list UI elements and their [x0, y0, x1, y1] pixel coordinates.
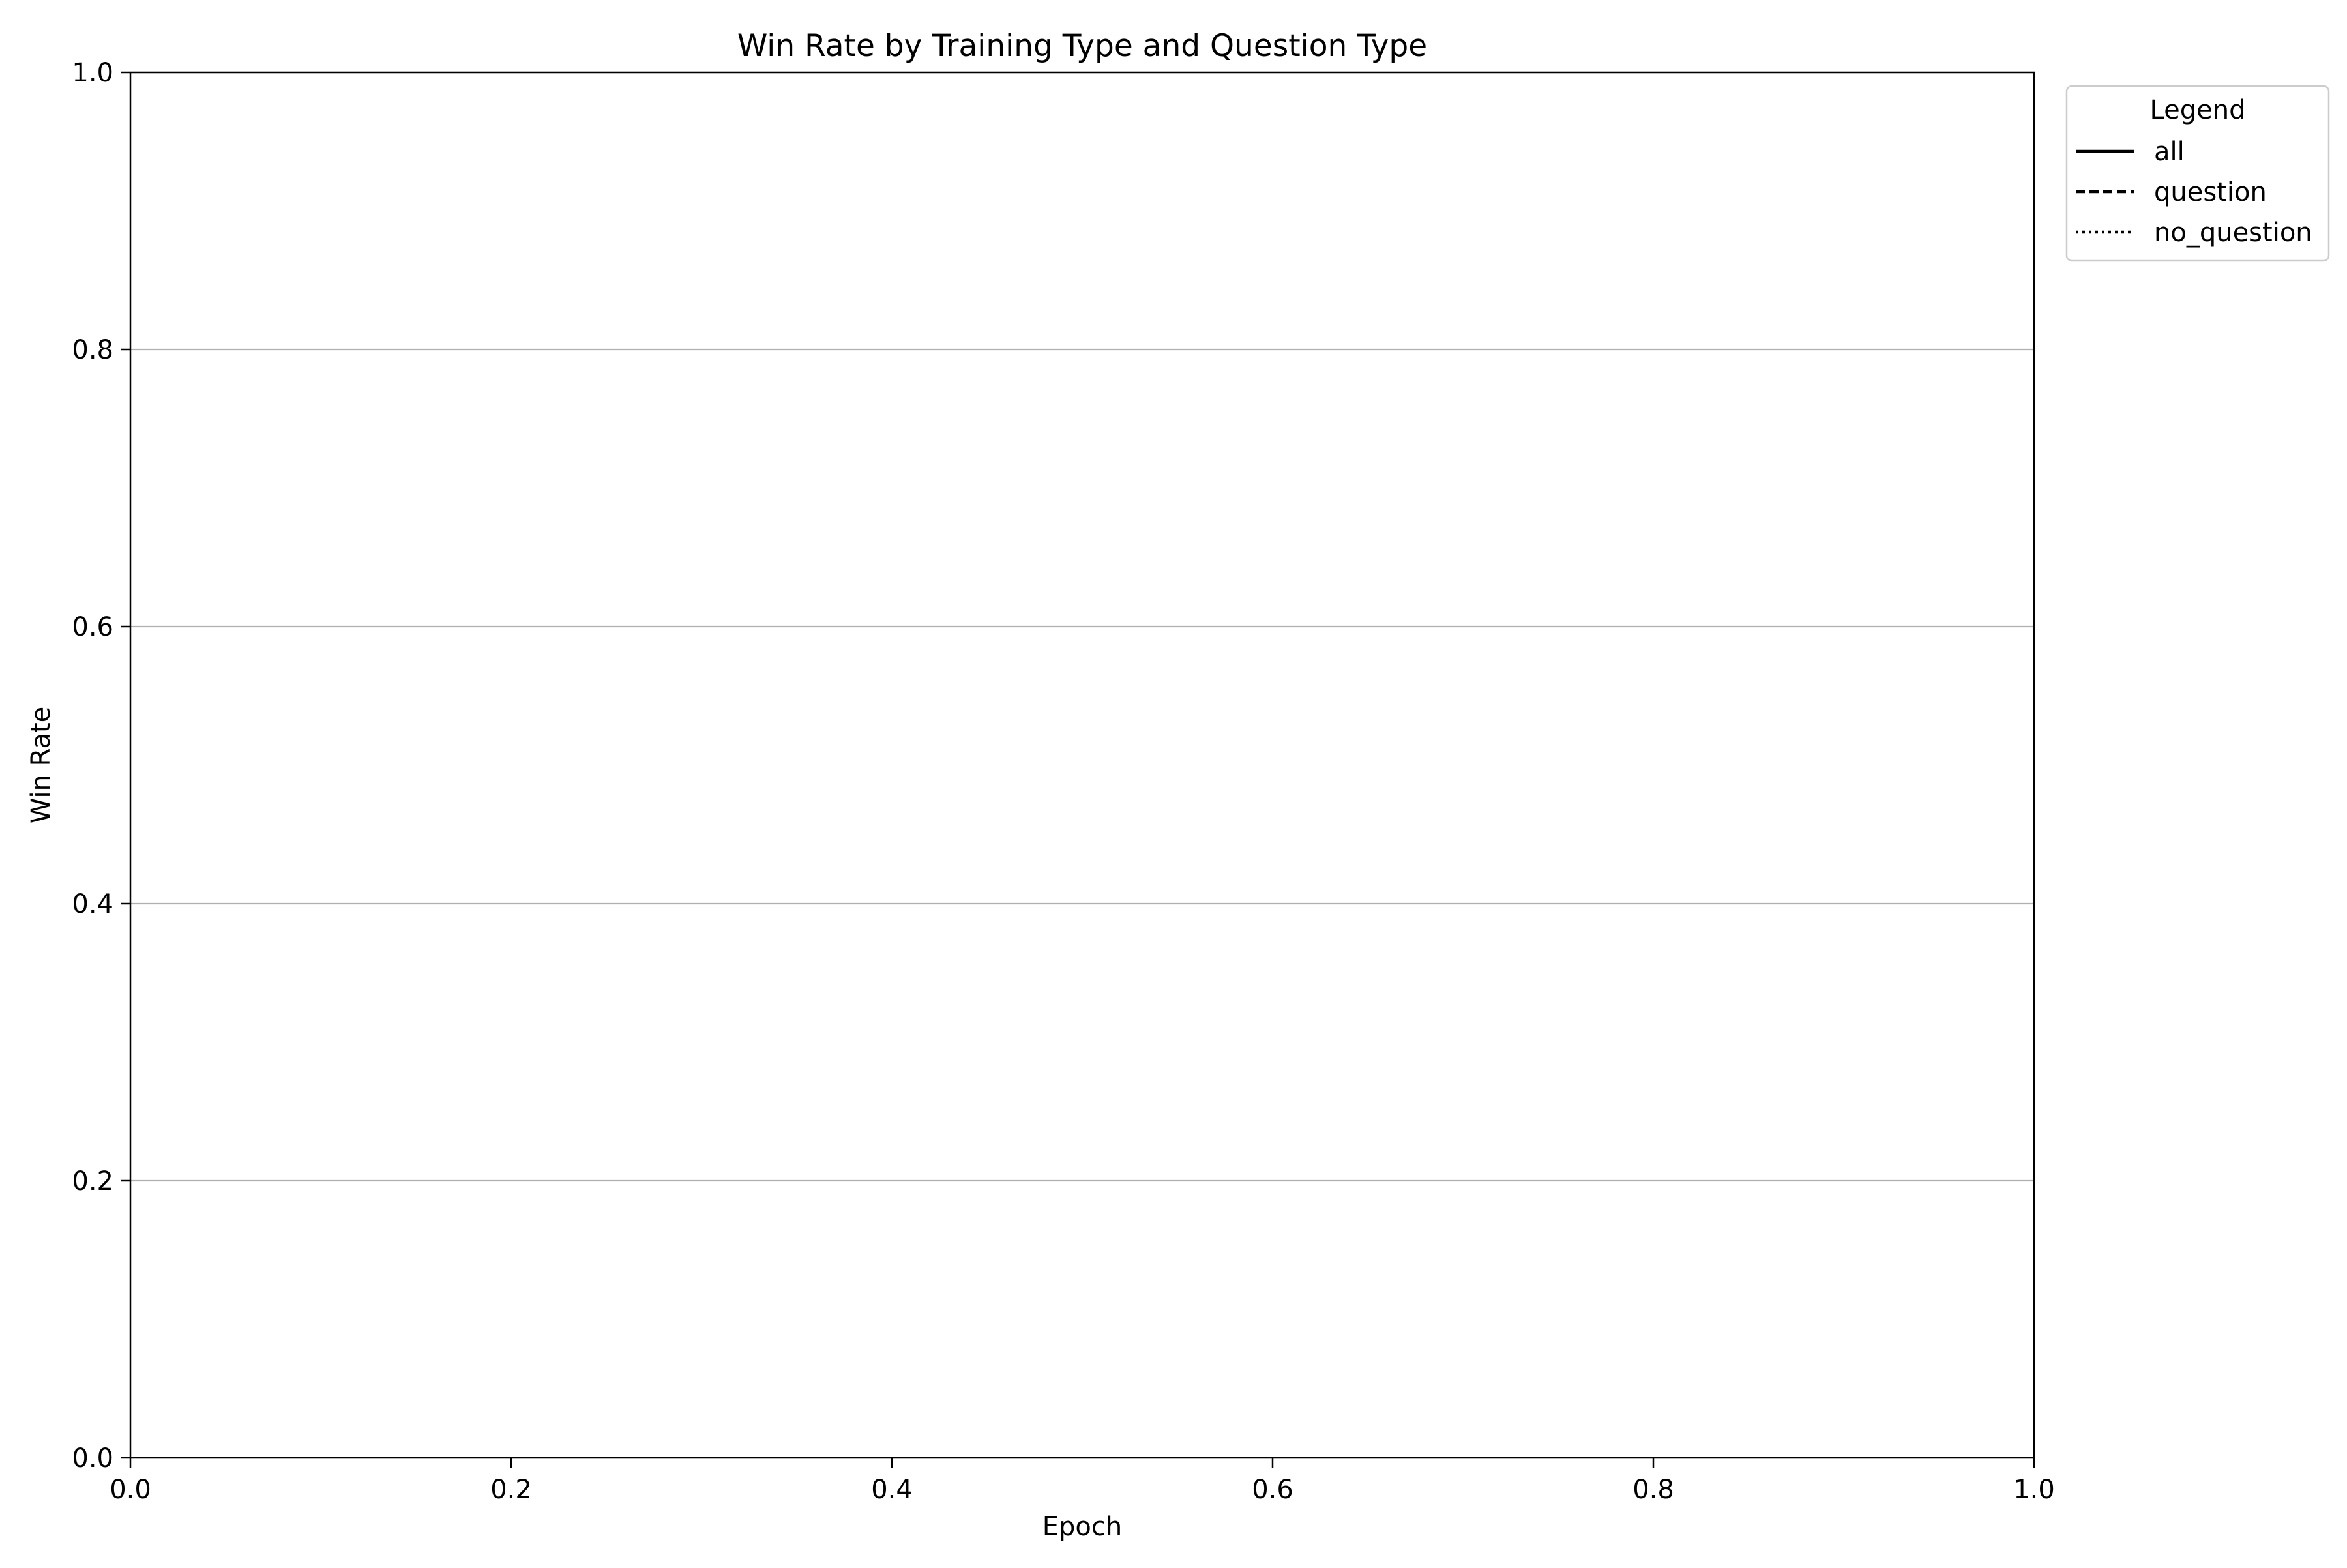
legend-title: Legend	[2150, 95, 2246, 125]
chart-title: Win Rate by Training Type and Question T…	[737, 28, 1427, 64]
x-tick-label-0: 0.0	[110, 1475, 151, 1505]
legend-label-no_question: no_question	[2154, 218, 2312, 248]
y-axis-label: Win Rate	[26, 707, 56, 824]
y-tick-label-5: 1.0	[72, 58, 113, 88]
y-tick-label-4: 0.8	[72, 335, 113, 365]
x-tick-label-4: 0.8	[1632, 1475, 1674, 1505]
x-tick-label-5: 1.0	[2013, 1475, 2055, 1505]
plot-area-frame	[129, 71, 2035, 1459]
x-tick-label-1: 0.2	[490, 1475, 532, 1505]
y-axis-ticks: 0.0 0.2 0.4 0.6 0.8 1.0	[72, 58, 130, 1473]
legend-entries: all question no_question	[2076, 137, 2312, 248]
x-tick-label-3: 0.6	[1252, 1475, 1293, 1505]
y-tick-label-1: 0.2	[72, 1166, 113, 1196]
x-axis-ticks: 0.0 0.2 0.4 0.6 0.8 1.0	[110, 1458, 2055, 1505]
x-tick-label-2: 0.4	[871, 1475, 913, 1505]
y-tick-label-3: 0.6	[72, 612, 113, 642]
legend: Legend all question no_question	[2065, 85, 2330, 262]
legend-label-question: question	[2154, 177, 2267, 207]
y-tick-label-2: 0.4	[72, 889, 113, 919]
legend-label-all: all	[2154, 137, 2185, 167]
x-axis-label: Epoch	[1042, 1512, 1122, 1542]
y-tick-label-0: 0.0	[72, 1443, 113, 1473]
legend-box	[2065, 85, 2330, 262]
